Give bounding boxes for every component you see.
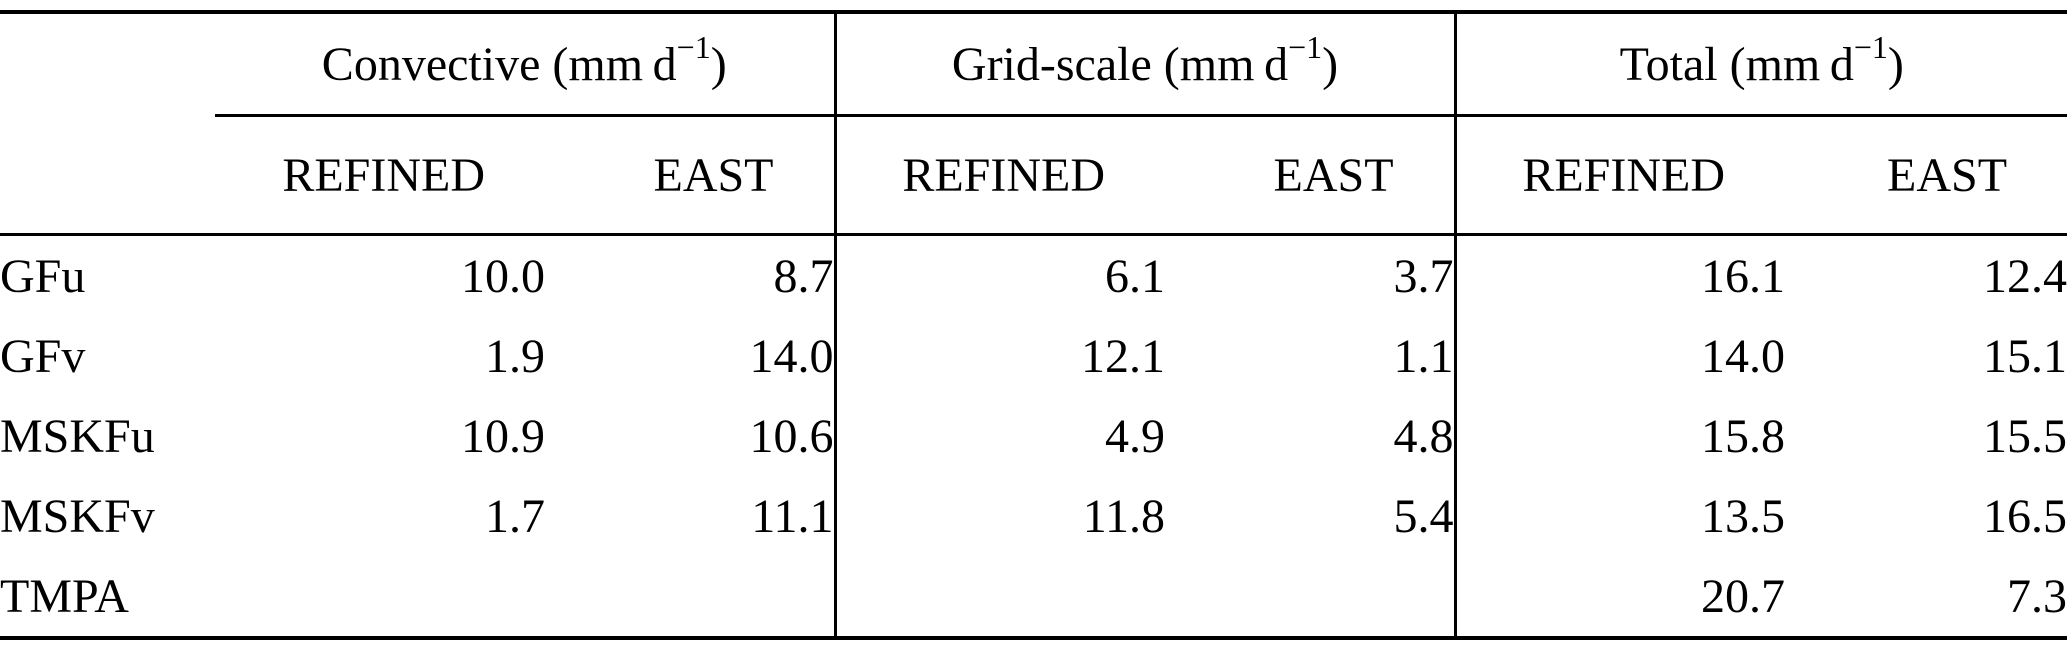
subheader-east: EAST — [545, 115, 835, 236]
table-cell — [545, 556, 835, 638]
corner-cell — [0, 12, 215, 116]
table-cell: 10.0 — [461, 249, 545, 303]
precipitation-table: Convective (mm d−1) Grid-scale (mm d−1) … — [0, 10, 2067, 640]
table-cell: 11.1 — [751, 489, 834, 543]
table-cell: 11.8 — [833, 476, 1165, 556]
table-cell: 4.8 — [1393, 409, 1454, 463]
table-row-mskfu: MSKFu 10.9 10.6 4.9 4.8 15.8 15.5 — [0, 396, 2067, 476]
table-cell: 6.1 — [833, 234, 1165, 316]
table-cell: 13.5 — [1453, 476, 1786, 556]
table-cell: 4.9 — [833, 396, 1165, 476]
subheader-refined: REFINED — [833, 115, 1165, 236]
table-cell: 12.1 — [833, 316, 1165, 396]
table-cell: 20.7 — [1453, 556, 1786, 638]
group-header-row: Convective (mm d−1) Grid-scale (mm d−1) … — [0, 12, 2067, 117]
table-cell: 14.0 — [749, 329, 834, 383]
group-header-convective: Convective (mm d−1) — [215, 12, 835, 117]
table-row-tmpa: TMPA 20.7 7.3 — [0, 556, 2067, 638]
table-cell — [833, 556, 1165, 638]
group-unit-exponent: −1 — [1288, 28, 1323, 65]
table-cell: 16.1 — [1453, 234, 1786, 316]
table-cell: 10.6 — [749, 409, 834, 463]
row-label: GFu — [0, 249, 86, 303]
table-cell: 1.1 — [1393, 329, 1454, 383]
subheader-east: EAST — [1165, 115, 1456, 236]
row-label: MSKFv — [0, 489, 155, 543]
corner-cell — [0, 115, 215, 236]
group-unit-suffix: ) — [1887, 37, 1904, 91]
table-row-gfv: GFv 1.9 14.0 12.1 1.1 14.0 15.1 — [0, 316, 2067, 396]
table-body: GFu 10.0 8.7 6.1 3.7 16.1 12.4 GFv 1.9 1… — [0, 234, 2067, 638]
table-row-gfu: GFu 10.0 8.7 6.1 3.7 16.1 12.4 — [0, 234, 2067, 316]
table-cell: 1.9 — [485, 329, 545, 383]
table-cell: 5.4 — [1393, 489, 1454, 543]
group-label: Grid-scale (mm d — [951, 37, 1289, 91]
table-cell: 15.8 — [1453, 396, 1786, 476]
table-cell: 16.5 — [1983, 489, 2067, 543]
table-cell: 15.5 — [1983, 409, 2067, 463]
row-label: GFv — [0, 329, 86, 383]
group-unit-exponent: −1 — [676, 28, 711, 65]
sub-header-row: REFINED EAST REFINED EAST REFINED EAST — [0, 115, 2067, 236]
group-header-grid-scale: Grid-scale (mm d−1) — [833, 12, 1456, 117]
row-label: MSKFu — [0, 409, 155, 463]
table-cell — [1165, 556, 1455, 638]
table-cell: 8.7 — [773, 249, 834, 303]
subheader-refined: REFINED — [1453, 115, 1786, 236]
group-unit-suffix: ) — [1322, 37, 1339, 91]
subheader-refined: REFINED — [215, 115, 545, 236]
group-header-total: Total (mm d−1) — [1453, 12, 2067, 117]
table-cell: 15.1 — [1983, 329, 2067, 383]
table-header: Convective (mm d−1) Grid-scale (mm d−1) … — [0, 12, 2067, 236]
table-cell: 7.3 — [2007, 569, 2067, 623]
table-cell: 10.9 — [461, 409, 545, 463]
subheader-east: EAST — [1785, 115, 2067, 236]
table-cell: 3.7 — [1393, 249, 1454, 303]
group-unit-suffix: ) — [710, 37, 727, 91]
group-unit-exponent: −1 — [1853, 28, 1888, 65]
group-label: Convective (mm d — [321, 37, 677, 91]
table-cell: 12.4 — [1983, 249, 2067, 303]
table-cell — [215, 556, 545, 638]
table-cell: 14.0 — [1453, 316, 1786, 396]
table-row-mskfv: MSKFv 1.7 11.1 11.8 5.4 13.5 16.5 — [0, 476, 2067, 556]
table-cell: 1.7 — [485, 489, 545, 543]
row-label: TMPA — [0, 569, 129, 623]
group-label: Total (mm d — [1619, 37, 1854, 91]
